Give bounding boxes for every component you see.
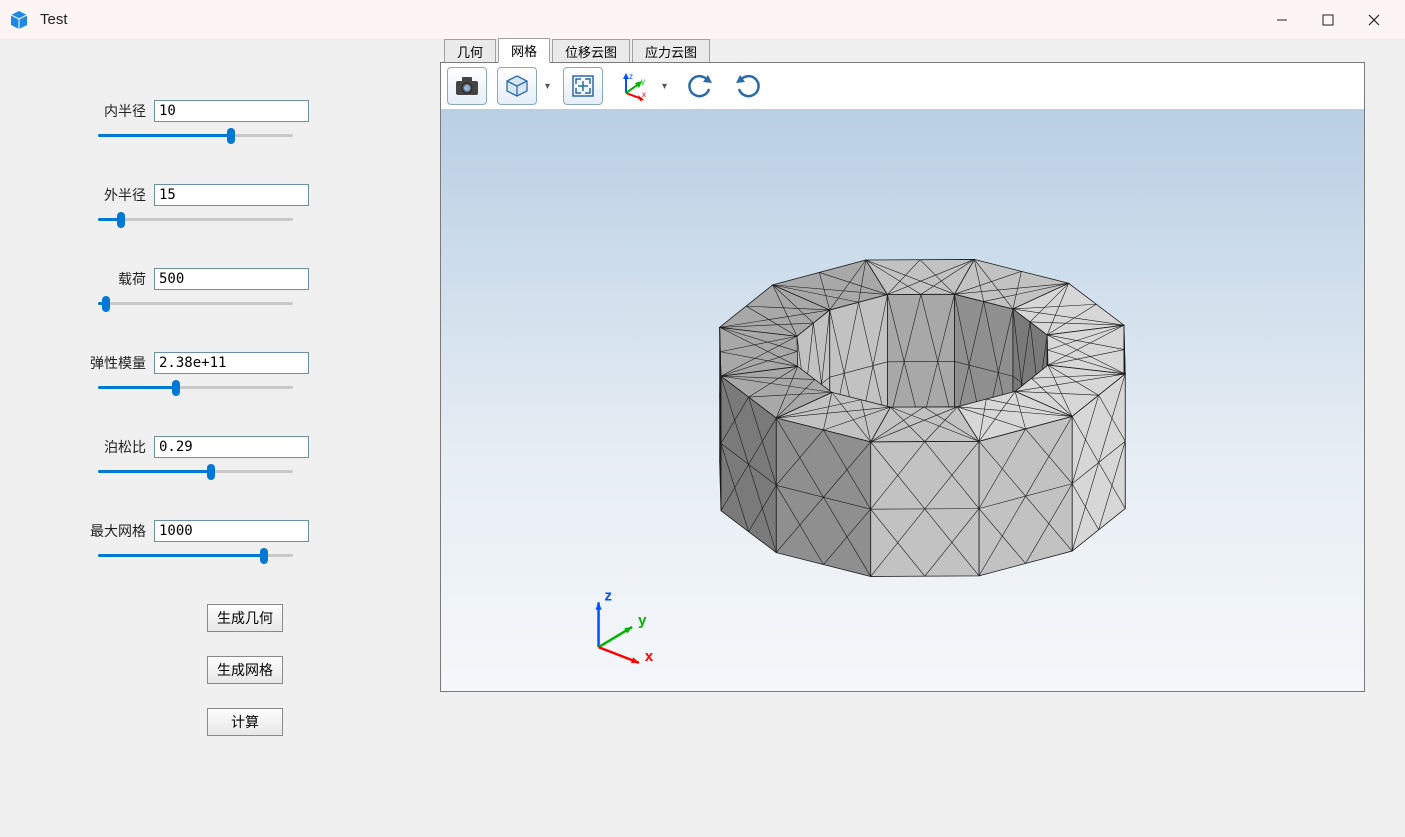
minimize-button[interactable] [1259,0,1305,40]
tab[interactable]: 应力云图 [632,39,710,63]
param-slider[interactable] [98,380,293,396]
action-buttons: 生成几何 生成网格 计算 [90,604,400,736]
canvas-3d[interactable]: z y x [441,109,1364,691]
param-label: 最大网格 [90,521,146,541]
app-icon [8,9,30,31]
param-label: 内半径 [90,101,146,121]
close-button[interactable] [1351,0,1397,40]
titlebar: Test [0,0,1405,40]
svg-text:x: x [645,648,654,665]
param-label: 泊松比 [90,437,146,457]
rotate-ccw-icon[interactable] [679,67,719,105]
svg-text:y: y [638,612,647,629]
compute-button[interactable]: 计算 [207,708,283,736]
param-label: 外半径 [90,185,146,205]
param-row: 载荷 [90,268,400,312]
param-input[interactable] [154,520,309,542]
param-input[interactable] [154,184,309,206]
param-label: 载荷 [90,269,146,289]
maximize-button[interactable] [1305,0,1351,40]
param-label: 弹性模量 [90,353,146,373]
cube-view-icon[interactable]: ▾ [497,67,537,105]
param-row: 外半径 [90,184,400,228]
axes-icon[interactable]: zyx▾ [613,67,653,105]
fit-view-icon[interactable] [563,67,603,105]
svg-text:z: z [605,587,612,604]
svg-text:x: x [642,90,646,99]
window-title: Test [40,11,68,28]
camera-icon[interactable] [447,67,487,105]
main-layout: 内半径外半径载荷弹性模量泊松比最大网格 生成几何 生成网格 计算 几何网格位移云… [0,40,1405,837]
svg-text:z: z [629,72,633,81]
generate-mesh-button[interactable]: 生成网格 [207,656,283,684]
param-input[interactable] [154,100,309,122]
dropdown-caret[interactable]: ▾ [545,81,550,92]
param-input[interactable] [154,436,309,458]
param-slider[interactable] [98,464,293,480]
param-slider[interactable] [98,548,293,564]
dropdown-caret[interactable]: ▾ [662,81,667,92]
param-input[interactable] [154,268,309,290]
viewport-toolbar: ▾zyx▾ [441,63,1364,109]
param-row: 内半径 [90,100,400,144]
rotate-cw-icon[interactable] [729,67,769,105]
param-row: 弹性模量 [90,352,400,396]
tab[interactable]: 位移云图 [552,39,630,63]
svg-text:y: y [641,77,645,86]
param-slider[interactable] [98,128,293,144]
param-slider[interactable] [98,296,293,312]
param-slider[interactable] [98,212,293,228]
viewarea: 几何网格位移云图应力云图 ▾zyx▾ zyx [440,40,1405,837]
tabs: 几何网格位移云图应力云图 [444,40,1365,62]
sidebar: 内半径外半径载荷弹性模量泊松比最大网格 生成几何 生成网格 计算 [0,40,440,837]
param-input[interactable] [154,352,309,374]
generate-geometry-button[interactable]: 生成几何 [207,604,283,632]
tab[interactable]: 几何 [444,39,496,63]
viewport: ▾zyx▾ zyx [440,62,1365,692]
tab[interactable]: 网格 [498,38,550,63]
param-row: 最大网格 [90,520,400,564]
param-row: 泊松比 [90,436,400,480]
